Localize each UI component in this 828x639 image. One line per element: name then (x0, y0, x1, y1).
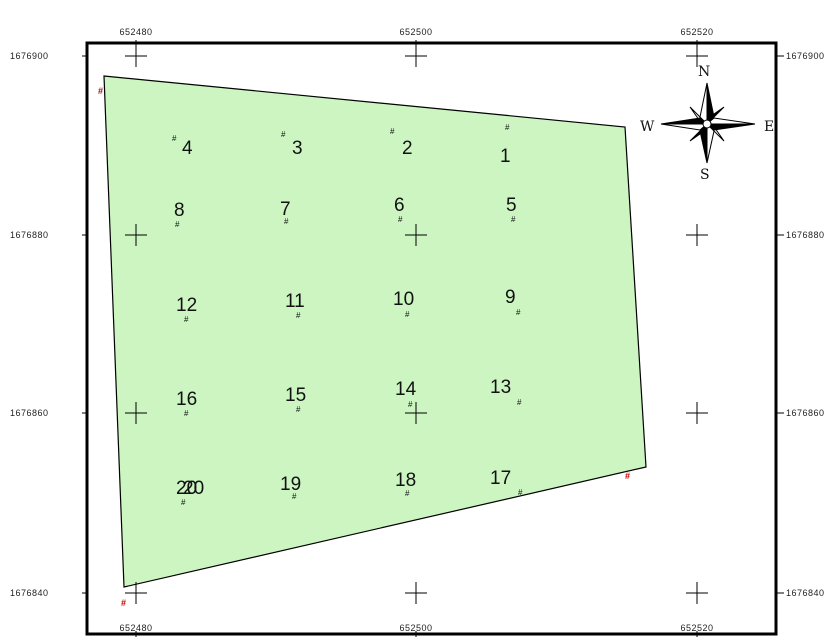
x-tick-bottom-label: 652520 (680, 623, 713, 633)
plot-label[interactable]: 3 (292, 138, 303, 159)
grid-cross (125, 224, 147, 246)
plot-label[interactable]: 20 (183, 478, 204, 499)
grid-cross (125, 402, 147, 424)
grid-crosses (125, 45, 708, 604)
compass-east-label: E (764, 119, 774, 135)
plot-label[interactable]: 11 (285, 291, 305, 312)
plot-labels: 1 2 3 4 5 6 7 8 9 10 11 12 13 14 15 16 1… (174, 138, 517, 499)
plot-marker: # (184, 315, 189, 324)
plot-marker: # (516, 308, 521, 317)
y-tick-left-label: 1676840 (10, 588, 49, 598)
grid-cross (125, 45, 147, 67)
map-frame (85, 41, 778, 636)
y-tick-left-label: 1676860 (10, 408, 49, 418)
y-tick-right-label: 1676860 (786, 408, 825, 418)
plot-label[interactable]: 4 (182, 138, 193, 159)
plot-label[interactable]: 7 (280, 199, 291, 220)
corner-marker: # (121, 598, 126, 608)
corner-marker: # (625, 471, 630, 481)
plot-marker: # (518, 488, 523, 497)
compass-west-label: W (640, 119, 655, 135)
y-tick-left-label: 1676880 (10, 230, 49, 240)
plot-marker: # (281, 130, 286, 139)
plot-marker: # (505, 123, 510, 132)
x-tick-bottom-label: 652480 (119, 623, 152, 633)
parcel-polygon[interactable] (103, 75, 647, 588)
plot-label[interactable]: 13 (490, 377, 511, 398)
plot-label[interactable]: 5 (506, 195, 517, 216)
grid-cross (686, 582, 708, 604)
x-tick-top-label: 652520 (680, 27, 713, 37)
plot-label[interactable]: 9 (505, 287, 516, 308)
y-tick-right-label: 1676840 (786, 588, 825, 598)
plot-label[interactable]: 17 (490, 468, 511, 489)
plot-marker: # (292, 492, 297, 501)
plot-marker: # (405, 489, 410, 498)
plot-label[interactable]: 8 (174, 200, 185, 221)
grid-cross (405, 45, 427, 67)
plot-marker: # (181, 498, 186, 507)
plot-label[interactable]: 1 (500, 146, 511, 167)
plot-marker: # (175, 220, 180, 229)
plot-marker: # (405, 310, 410, 319)
plot-marker: # (296, 405, 301, 414)
corner-marker: # (98, 86, 103, 96)
plot-marker: # (517, 398, 522, 407)
plot-label[interactable]: 20 (176, 478, 197, 499)
plot-label[interactable]: 16 (176, 389, 197, 410)
grid-cross (686, 224, 708, 246)
grid-cross (686, 402, 708, 424)
x-tick-top-label: 652480 (119, 27, 152, 37)
plot-marker: # (390, 127, 395, 136)
grid-cross (405, 582, 427, 604)
plot-marker: # (408, 400, 413, 409)
plot-label[interactable]: 14 (395, 379, 417, 400)
y-tick-right-label: 1676900 (786, 51, 825, 61)
compass-south-label: S (700, 167, 710, 183)
grid-cross (405, 224, 427, 246)
x-tick-bottom-label: 652500 (399, 623, 432, 633)
plot-marker: # (172, 134, 177, 143)
compass-rose-icon (660, 82, 756, 164)
plot-label[interactable]: 2 (402, 138, 413, 159)
plot-label[interactable]: 6 (394, 195, 405, 216)
plot-marker: # (284, 217, 289, 226)
y-tick-left-label: 1676900 (10, 51, 49, 61)
compass-north-label: N (698, 64, 710, 80)
frame-ticks (82, 40, 784, 637)
grid-cross (686, 45, 708, 67)
plot-marker: # (398, 215, 403, 224)
plot-marker: # (296, 311, 301, 320)
x-tick-top-label: 652500 (399, 27, 432, 37)
plot-marker: # (511, 215, 516, 224)
y-tick-right-label: 1676880 (786, 230, 825, 240)
plot-label[interactable]: 19 (280, 474, 301, 495)
plot-label[interactable]: 12 (176, 295, 197, 316)
plot-label[interactable]: 18 (395, 470, 416, 491)
grid-cross (125, 582, 147, 604)
plot-label[interactable]: 10 (393, 289, 414, 310)
plot-marker: # (184, 409, 189, 418)
plot-label[interactable]: 15 (285, 385, 306, 406)
grid-cross (405, 402, 427, 424)
plot-markers: # # # # # # # # # # # # # # # # # # # # (172, 123, 523, 507)
